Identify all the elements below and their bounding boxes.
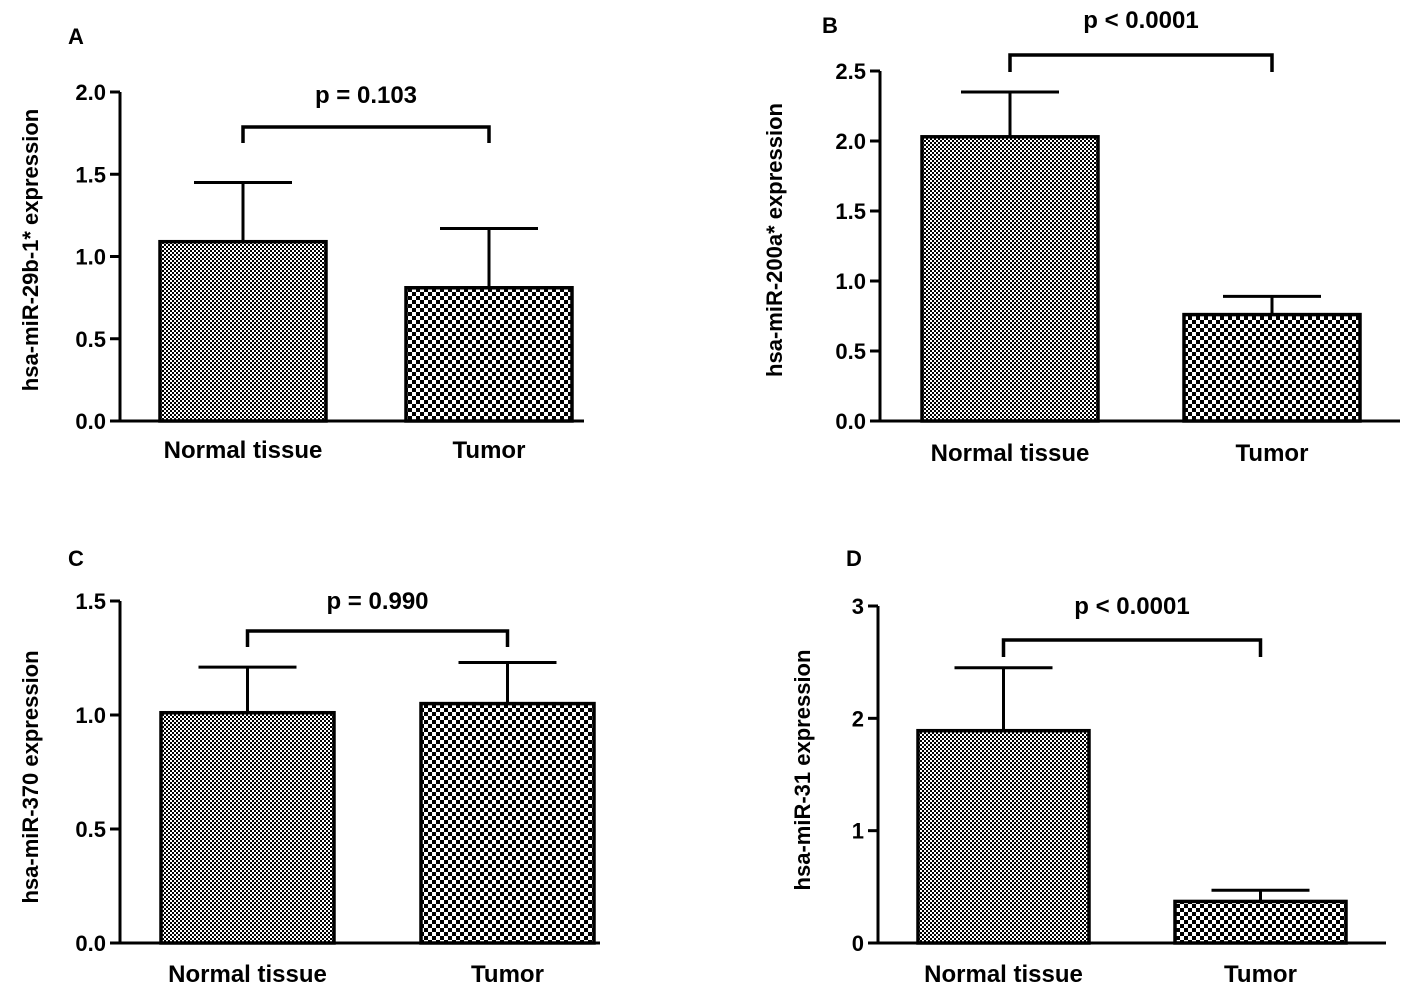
y-tick-label: 0.5 xyxy=(75,327,106,352)
y-tick-label: 1.5 xyxy=(75,589,106,614)
y-tick-label: 0.0 xyxy=(75,409,106,434)
y-tick-label: 0.5 xyxy=(75,817,106,842)
category-label: Tumor xyxy=(471,961,544,987)
bar-normal-tissue xyxy=(158,239,328,423)
y-axis-label: hsa-miR-370 expression xyxy=(18,650,43,903)
significance-bracket xyxy=(1001,638,1263,657)
bar-normal-tissue xyxy=(920,135,1100,423)
significance-bracket xyxy=(241,125,491,143)
y-tick-label: 0.5 xyxy=(835,339,866,364)
y-tick-label: 1.5 xyxy=(75,162,106,187)
y-tick-label: 2 xyxy=(852,706,864,731)
category-label: Normal tissue xyxy=(168,961,327,987)
p-value-annotation: p < 0.0001 xyxy=(1083,7,1198,34)
y-tick-label: 2.0 xyxy=(75,80,106,105)
bar-normal-tissue xyxy=(159,710,336,945)
y-tick-label: 1.5 xyxy=(835,199,866,224)
y-axis-label: hsa-miR-200a* expression xyxy=(762,103,787,377)
y-tick-label: 3 xyxy=(852,594,864,619)
category-label: Normal tissue xyxy=(924,961,1083,987)
y-tick-label: 0 xyxy=(852,931,864,956)
bar-normal-tissue xyxy=(916,728,1091,945)
y-tick-label: 1.0 xyxy=(75,703,106,728)
y-tick-label: 0.0 xyxy=(835,409,866,434)
y-tick-label: 1.0 xyxy=(75,245,106,270)
p-value-annotation: p = 0.990 xyxy=(326,588,428,615)
y-tick-label: 1.0 xyxy=(835,269,866,294)
category-label: Normal tissue xyxy=(164,437,323,464)
bar-tumor xyxy=(1182,312,1362,423)
bar-tumor xyxy=(1173,899,1348,945)
bar-tumor xyxy=(404,286,574,423)
category-label: Tumor xyxy=(1224,961,1297,987)
p-value-annotation: p = 0.103 xyxy=(315,82,417,109)
significance-bracket xyxy=(1008,53,1274,72)
y-axis-label: hsa-miR-31 expression xyxy=(790,650,815,891)
bar-tumor xyxy=(419,701,596,945)
panel-letter: B xyxy=(822,13,838,38)
p-value-annotation: p < 0.0001 xyxy=(1074,593,1189,620)
category-label: Normal tissue xyxy=(931,440,1090,467)
panel-letter: A xyxy=(68,24,84,49)
panel-letter: C xyxy=(68,546,84,571)
category-label: Tumor xyxy=(453,437,526,464)
y-tick-label: 1 xyxy=(852,819,864,844)
y-axis-label: hsa-miR-29b-1* expression xyxy=(18,109,43,391)
panel-letter: D xyxy=(846,546,862,571)
significance-bracket xyxy=(245,629,510,647)
y-tick-label: 2.0 xyxy=(835,129,866,154)
y-tick-label: 2.5 xyxy=(835,59,866,84)
y-tick-label: 0.0 xyxy=(75,931,106,956)
category-label: Tumor xyxy=(1236,440,1309,467)
